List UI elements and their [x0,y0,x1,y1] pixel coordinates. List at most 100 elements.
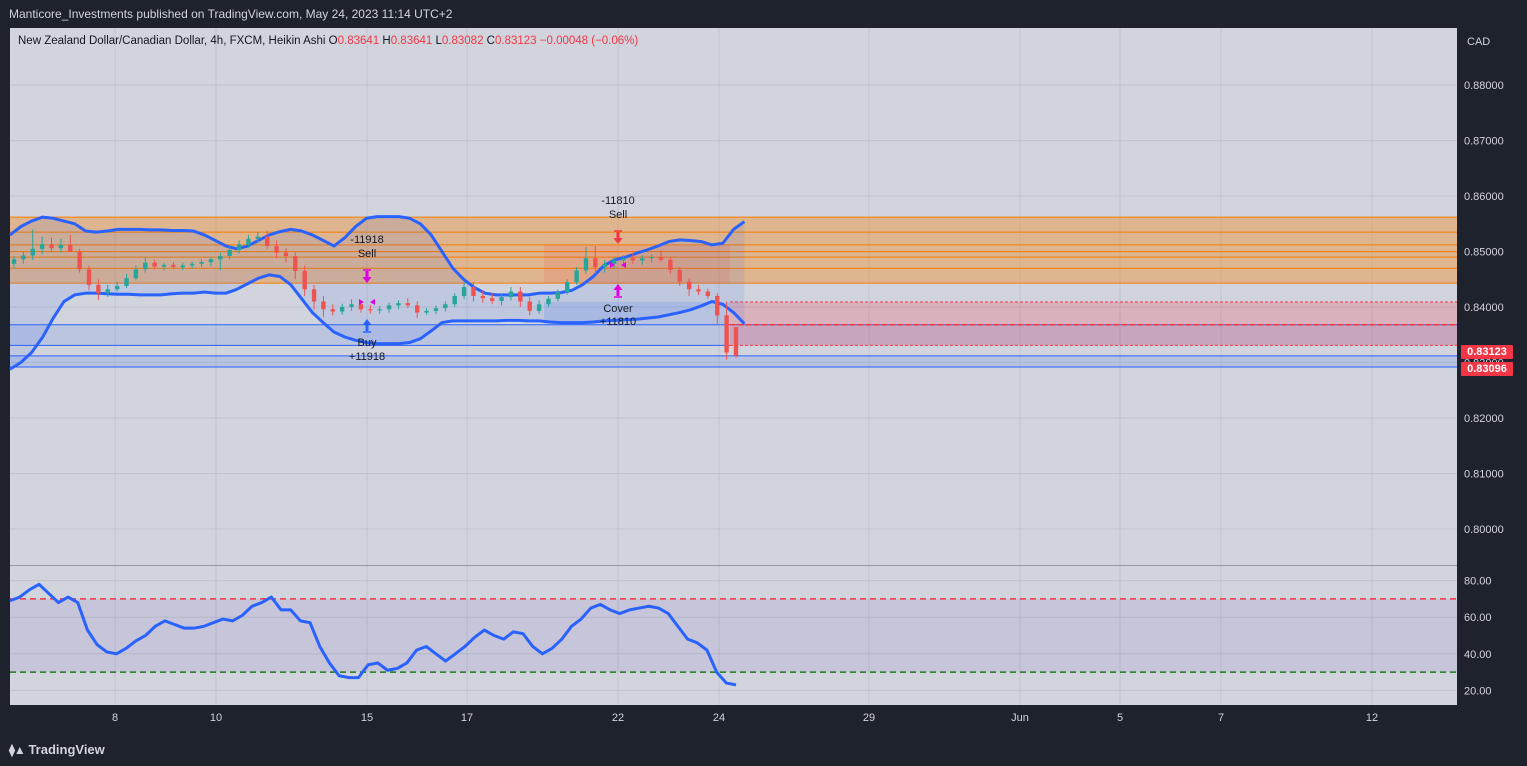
candle-body [246,238,251,245]
candle-body [339,307,345,312]
osc-band-fill [10,598,1457,673]
crossover-marker-icon-2 [610,262,626,268]
candle-body [649,257,654,259]
candle-body [414,305,420,313]
candle-body [330,309,336,312]
candle-body [640,258,645,261]
open-value: 0.83641 [337,35,380,47]
symbol-legend: New Zealand Dollar/Canadian Dollar, 4h, … [18,35,638,47]
candle-body [368,309,373,311]
candle-body [293,256,298,271]
close-value: 0.83123 [494,35,537,47]
candle-body [96,284,101,294]
time-tick: 24 [713,712,725,724]
time-tick: 29 [863,712,875,724]
candle-body [199,262,204,264]
price-axis-bg [1457,28,1527,730]
price-tick: 0.87000 [1464,136,1504,148]
time-tick: 17 [461,712,473,724]
candle-body [58,244,64,249]
candle-body [161,264,167,267]
candle-body [396,303,401,306]
risk-zone-red [730,302,1457,346]
candle-body [499,297,504,301]
candle-body [227,249,232,257]
candle-body [630,258,636,261]
time-tick: 10 [210,712,222,724]
candle-body [133,269,139,279]
publisher-bar: Manticore_Investments published on Tradi… [0,0,1527,28]
high-value: 0.83641 [390,35,433,47]
candle-body [490,298,495,301]
candle-body [611,260,617,264]
time-tick: Jun [1011,712,1029,724]
sell-signal-arrow-icon [362,271,372,283]
last-price-tag: 0.83123 [1461,345,1513,359]
tv-icon: ⧫▲ [9,743,26,757]
currency-label: CAD [1467,36,1490,48]
candle-body [433,308,439,311]
sell2-qty: -11810 [601,195,634,207]
candle-body [189,263,195,266]
cover-signal-arrow-icon [613,284,623,296]
candle-body [21,255,26,260]
candle-body [386,305,392,310]
left-edge [0,28,10,705]
candle-body [11,259,17,264]
candle-body [715,295,720,316]
price-tick: 0.85000 [1464,247,1504,259]
candle-body [124,278,129,286]
candle-body [274,246,279,253]
candle-body [686,281,692,290]
candle-body [574,270,579,283]
low-value: 0.83082 [441,35,484,47]
candle-body [424,310,429,313]
candle-body [39,244,45,249]
time-axis-bg [0,705,1457,734]
candle-body [218,256,223,260]
candle-body [518,291,523,302]
sell1-label: Sell [358,248,376,260]
candle-body [593,258,598,268]
brand-name: TradingView [28,742,105,757]
candle-body [86,269,92,285]
low-label: L [435,35,442,47]
time-tick: 22 [612,712,624,724]
oscillator-line [9,582,737,687]
crossover-marker-icon [359,299,375,305]
sell-signal-arrow-icon-2 [613,232,623,244]
candle-body [68,244,73,252]
candle-body [508,291,514,298]
second-price-tag: 0.83096 [1461,362,1513,376]
price-tick: 0.82000 [1464,413,1504,425]
candle-body [677,269,682,282]
candle-body [180,265,185,268]
candle-body [471,287,476,296]
high-label: H [382,35,391,47]
price-tick: 0.86000 [1464,191,1504,203]
candle-body [583,258,589,271]
candle-body [255,236,260,239]
candle-body [264,236,270,247]
time-tick: 12 [1366,712,1378,724]
candle-body [283,252,289,257]
candle-body [555,292,561,299]
candle-body [152,262,157,267]
candle-body [705,291,711,296]
support-zone-blue [10,324,1457,346]
candle-body [480,295,486,299]
candle-body [733,327,739,356]
tradingview-logo[interactable]: ⧫▲ TradingView [9,742,105,757]
candle-body [602,263,607,268]
bollinger-lower [9,273,746,371]
oscillator-pane-bg [10,566,1457,705]
price-tick: 0.81000 [1464,468,1504,480]
sell1-qty: -11918 [350,234,383,246]
price-tick: 0.88000 [1464,80,1504,92]
change-value: −0.00048 (−0.06%) [539,35,639,47]
position-box-blue [544,302,730,325]
candle-body [565,282,570,293]
time-tick: 7 [1218,712,1224,724]
time-tick: 15 [361,712,373,724]
